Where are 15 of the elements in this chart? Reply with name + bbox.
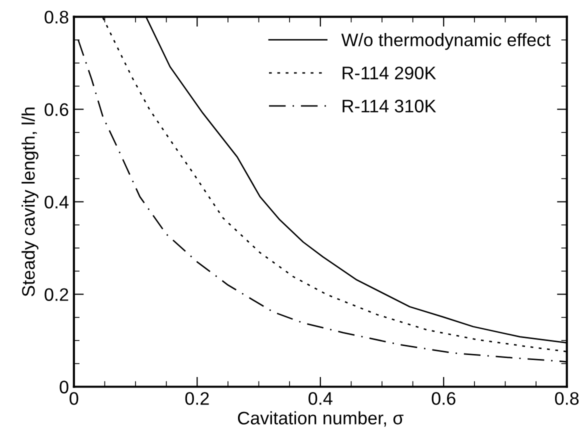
y-tick-label: 0.4: [44, 196, 69, 208]
y-tick-label: 0.6: [44, 103, 68, 116]
y-tick-label: 0.2: [44, 288, 68, 301]
legend-label: R-114 290K: [342, 66, 436, 80]
x-tick-label: 0: [70, 392, 78, 405]
legend-label: R-114 310K: [342, 100, 436, 112]
y-tick-label: 0: [60, 380, 68, 394]
x-tick-label: 0.8: [555, 392, 579, 405]
x-tick-label: 0.4: [308, 392, 332, 405]
legend-label: W/o thermodynamic effect: [341, 33, 550, 50]
x-axis-title: Cavitation number, σ: [238, 411, 404, 427]
x-tick-label: 0.2: [185, 392, 209, 405]
y-axis-title: Steady cavity length, l/h: [22, 108, 38, 296]
x-tick-label: 0.6: [432, 392, 456, 405]
y-tick-label: 0.8: [44, 10, 68, 24]
